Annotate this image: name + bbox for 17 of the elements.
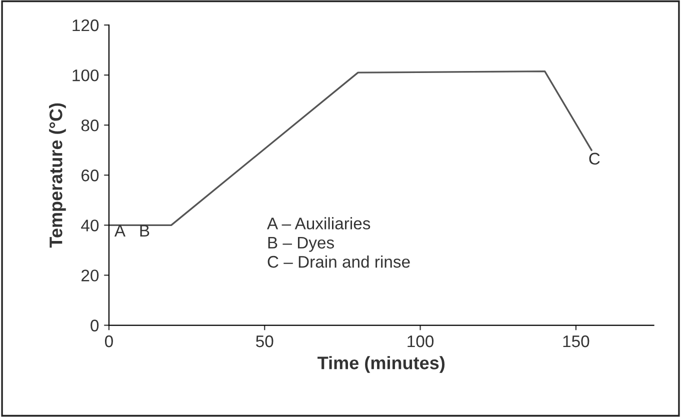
annotation: B [140,225,150,236]
x-tick-label: 50 [256,335,274,348]
y-tick-label: 40 [81,220,99,232]
y-tick-label: 120 [72,19,99,32]
y-tick-label: 100 [72,69,99,82]
y-tick-label: 0 [90,320,99,332]
x-tick-label: 100 [408,335,434,348]
x-axis-title: Time (minutes) [318,356,445,373]
annotation: C [589,152,600,165]
x-tick-label: 150 [563,335,590,348]
y-axis-title: Temperature (°C) [49,103,66,248]
y-tick-label: 20 [82,270,99,282]
y-tick-label: 80 [81,120,99,132]
annotation: A [114,225,126,236]
x-tick-label: 0 [104,335,113,348]
annotation: A – Auxiliaries B – Dyes C – Drain and rinse [266,217,410,268]
y-tick-label: 60 [82,170,99,182]
